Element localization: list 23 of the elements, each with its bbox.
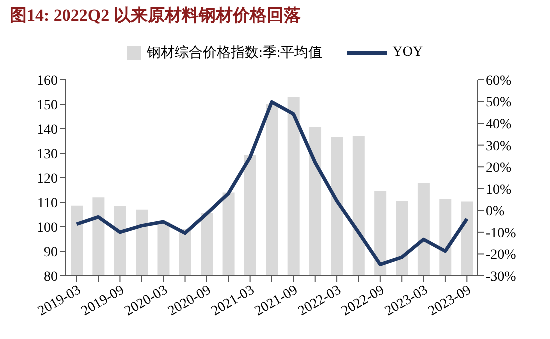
- legend-label: YOY: [392, 45, 424, 61]
- line-series: [75, 100, 469, 266]
- y-tick-label: 80: [44, 270, 58, 285]
- y-tick-label: 90: [44, 245, 58, 260]
- y-tick-label: 120: [37, 172, 58, 187]
- y-tick-label: 100: [37, 220, 58, 236]
- y2-tick-label: 40%: [486, 118, 512, 133]
- y2-tick-label: 50%: [486, 96, 512, 111]
- y-tick-label: 140: [37, 122, 58, 138]
- legend-label: 钢材综合价格指数:季:平均值: [146, 44, 323, 62]
- y2-tick-label: -30%: [486, 270, 517, 285]
- y2-tick-label: 30%: [486, 139, 512, 154]
- chart-title: 图14: 2022Q2 以来原材料钢材价格回落: [10, 5, 301, 27]
- y-tick-label: 160: [37, 74, 58, 89]
- y-tick-label: 110: [38, 196, 58, 212]
- y2-tick-label: 10%: [486, 182, 512, 198]
- y-tick-label: 150: [37, 98, 58, 114]
- y2-tick-label: 0%: [486, 204, 505, 220]
- y2-tick-label: -20%: [486, 248, 517, 264]
- y2-tick-label: -10%: [486, 226, 517, 242]
- y2-tick-label: 20%: [486, 161, 512, 176]
- y-tick-label: 130: [37, 147, 58, 162]
- y2-tick-label: 60%: [486, 74, 512, 89]
